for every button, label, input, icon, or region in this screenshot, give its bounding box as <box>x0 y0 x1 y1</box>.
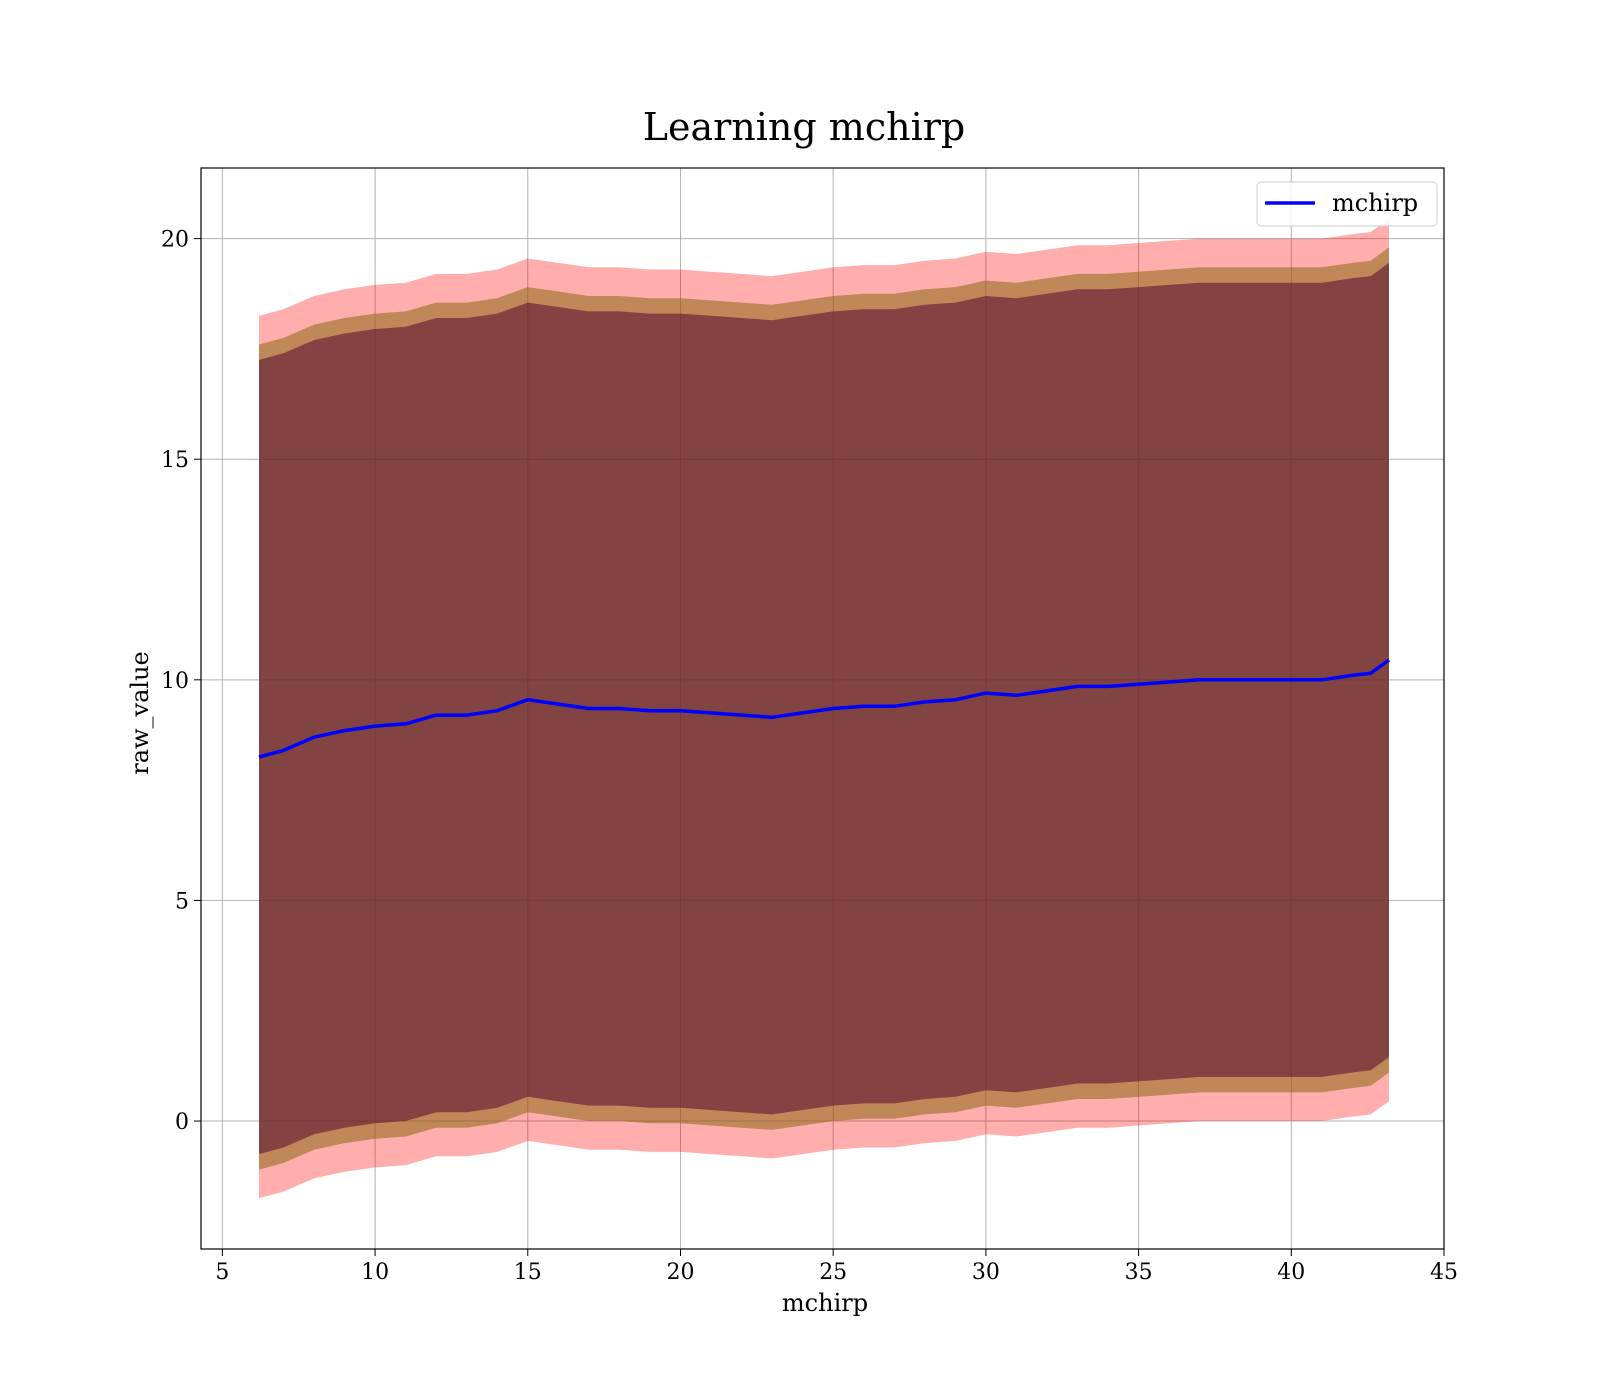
x-tick-label-5: 30 <box>972 1260 1000 1285</box>
x-axis-label: mchirp <box>782 1289 868 1317</box>
x-tick-label-1: 10 <box>361 1260 389 1285</box>
y-tick-label-3: 15 <box>161 448 189 473</box>
legend: mchirp <box>1256 181 1438 227</box>
x-tick-label-8: 45 <box>1430 1260 1458 1285</box>
chart-title: Learning mchirp <box>643 105 965 149</box>
legend-entry-mchirp: mchirp <box>1332 189 1418 217</box>
ticks: 5 10 15 20 25 30 35 40 45 0 5 10 15 20 <box>161 228 1458 1285</box>
x-tick-label-4: 25 <box>819 1260 847 1285</box>
y-axis-label: raw_value <box>126 651 154 775</box>
x-tick-label-2: 15 <box>514 1260 542 1285</box>
y-tick-label-0: 0 <box>175 1110 189 1135</box>
y-tick-label-2: 10 <box>161 669 189 694</box>
y-tick-label-1: 5 <box>175 889 189 914</box>
legend-box <box>1256 181 1438 227</box>
y-tick-label-4: 20 <box>161 228 189 253</box>
series-line-0 <box>258 658 1391 759</box>
x-tick-label-0: 5 <box>215 1260 229 1285</box>
plot-frame <box>200 167 1445 1250</box>
x-tick-label-6: 35 <box>1125 1260 1153 1285</box>
x-tick-label-7: 40 <box>1277 1260 1305 1285</box>
x-tick-label-3: 20 <box>666 1260 694 1285</box>
series-lines <box>258 658 1391 759</box>
